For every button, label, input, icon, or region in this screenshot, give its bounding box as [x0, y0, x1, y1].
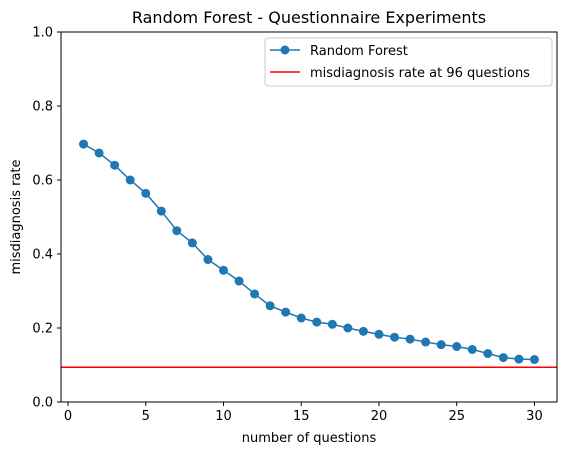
data-point	[234, 276, 244, 286]
legend-frame	[264, 37, 553, 87]
y-tick-label: 0.2	[32, 322, 53, 337]
data-point	[343, 323, 353, 333]
data-point	[203, 255, 213, 265]
x-tick-label: 20	[371, 409, 388, 424]
data-point	[172, 226, 182, 236]
x-tick-label: 10	[215, 409, 232, 424]
data-point	[156, 206, 166, 216]
x-tick-label: 15	[293, 409, 310, 424]
data-point	[421, 337, 431, 347]
data-point	[265, 301, 275, 311]
legend-label-reference: misdiagnosis rate at 96 questions	[310, 66, 530, 81]
data-point	[79, 139, 89, 149]
legend-label-random-forest: Random Forest	[310, 44, 408, 59]
data-point	[467, 344, 477, 354]
data-point	[529, 354, 539, 364]
y-tick-label: 0.4	[32, 248, 53, 263]
chart-title: Random Forest - Questionnaire Experiment…	[132, 8, 486, 27]
x-axis-label: number of questions	[242, 431, 377, 446]
data-point	[390, 332, 400, 342]
data-point	[374, 329, 384, 339]
data-point	[296, 313, 306, 323]
data-point	[436, 340, 446, 350]
data-point	[483, 349, 493, 359]
data-point	[218, 265, 228, 275]
x-tick-label: 25	[448, 409, 465, 424]
data-layer	[61, 139, 557, 368]
x-tick-label: 5	[142, 409, 150, 424]
plot-area	[61, 32, 557, 402]
x-tick-label: 30	[526, 409, 543, 424]
ticks-layer: 0 5 10 15 20 25 30 0.0 0.2 0.4 0.6 0.8 1.0	[32, 26, 542, 425]
plot-frame	[60, 31, 558, 403]
y-tick-label: 0.6	[32, 174, 53, 189]
data-point	[358, 326, 368, 336]
data-point	[452, 342, 462, 351]
x-tick-label: 0	[64, 409, 72, 424]
y-axis-label: misdiagnosis rate	[9, 159, 24, 274]
data-point	[187, 238, 197, 248]
legend: Random Forest misdiagnosis rate at 96 qu…	[264, 37, 553, 87]
data-point	[405, 334, 415, 344]
data-point	[312, 317, 322, 327]
y-tick-label: 0.8	[32, 100, 53, 115]
y-tick-label: 0.0	[32, 396, 53, 411]
data-point	[94, 148, 104, 158]
y-tick-label: 1.0	[32, 26, 53, 41]
data-point	[110, 160, 120, 170]
data-point	[327, 319, 337, 329]
data-point	[498, 353, 508, 363]
legend-marker-random-forest	[280, 45, 290, 55]
data-point	[281, 307, 291, 317]
data-point	[141, 188, 151, 198]
data-point	[250, 289, 260, 299]
data-point	[125, 175, 135, 185]
data-point	[514, 354, 524, 364]
